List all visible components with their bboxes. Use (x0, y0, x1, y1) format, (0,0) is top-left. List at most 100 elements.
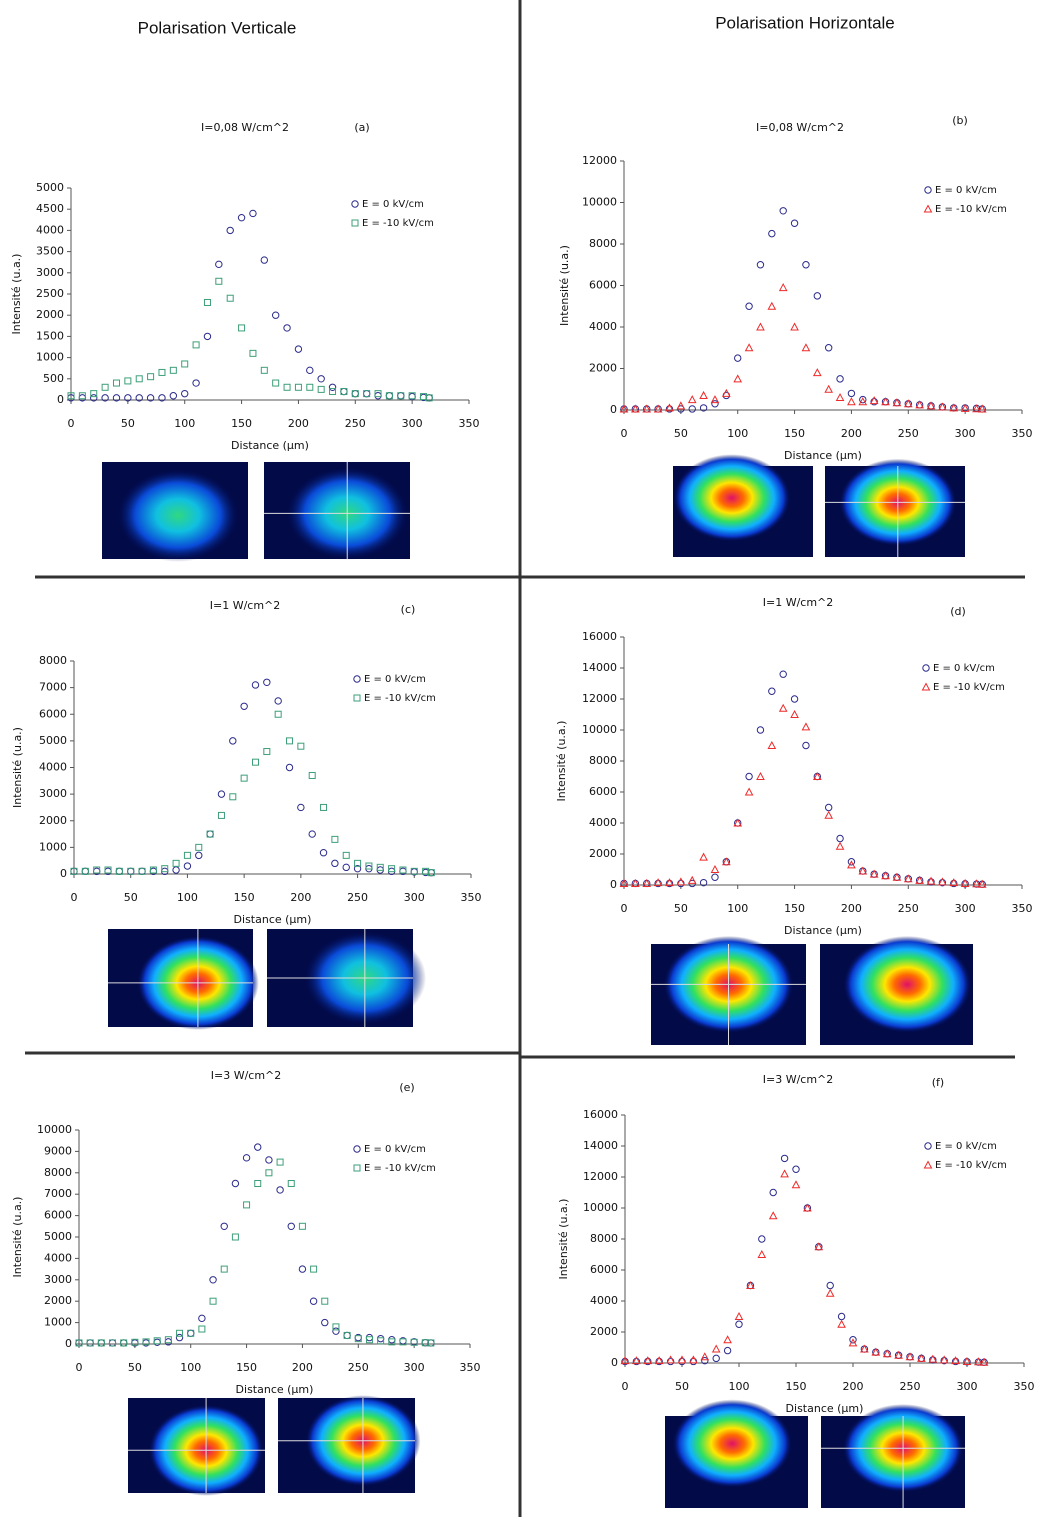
y-tick-label: 8000 (589, 754, 617, 767)
data-point (700, 1352, 710, 1361)
y-tick-label: 16000 (582, 630, 617, 643)
chart-title: I=0,08 W/cm^2 (201, 121, 289, 134)
data-point (802, 261, 810, 269)
data-point (237, 213, 246, 222)
data-point (814, 1242, 824, 1251)
y-tick-label: 4000 (590, 1294, 618, 1307)
data-point (321, 1318, 329, 1327)
data-point (135, 394, 143, 402)
data-point (733, 374, 743, 383)
data-point (354, 1335, 362, 1343)
x-tick-label: 50 (674, 427, 688, 440)
data-point (926, 401, 936, 410)
data-point (790, 219, 799, 227)
data-point (734, 354, 742, 362)
data-point (654, 879, 662, 888)
data-point (813, 292, 822, 300)
x-tick-label: 150 (234, 891, 255, 904)
x-tick-label: 200 (841, 427, 862, 440)
data-point (977, 404, 987, 413)
data-point (699, 852, 708, 861)
data-point (949, 403, 959, 412)
data-point (220, 1222, 228, 1231)
data-point (665, 879, 674, 888)
data-point (723, 1335, 732, 1344)
data-point (858, 397, 868, 406)
data-point (209, 1276, 217, 1284)
data-point (767, 301, 777, 310)
data-point (283, 324, 291, 332)
x-axis-label: Distance (μm) (231, 439, 309, 452)
data-point (183, 851, 191, 859)
data-point (283, 383, 291, 391)
data-point (287, 1180, 295, 1187)
data-point (756, 771, 765, 780)
data-point (242, 1154, 251, 1162)
data-point (767, 740, 777, 749)
data-point (835, 841, 845, 850)
data-point (859, 395, 867, 404)
y-tick-label: 1500 (36, 329, 64, 342)
x-tick-label: 50 (124, 891, 138, 904)
panel-label: (e) (399, 1081, 414, 1094)
x-axis-label: Distance (μm) (234, 913, 312, 926)
data-point (97, 1339, 106, 1347)
data-point (175, 1333, 184, 1342)
data-point (699, 404, 708, 412)
y-tick-label: 10000 (37, 1123, 72, 1136)
data-point (363, 390, 371, 398)
data-point (979, 1357, 989, 1366)
data-point (847, 860, 856, 869)
data-point (169, 366, 177, 374)
data-point (940, 1356, 948, 1365)
data-point (928, 1354, 938, 1363)
panel-label: (c) (401, 603, 416, 616)
data-point (744, 343, 754, 352)
data-point (950, 879, 958, 888)
beam-spot (673, 454, 791, 542)
data-point (689, 1355, 698, 1364)
data-point (825, 1288, 835, 1297)
chart-title: I=0,08 W/cm^2 (756, 121, 844, 134)
data-point (621, 1357, 629, 1366)
data-point (665, 403, 674, 412)
data-point (711, 1344, 721, 1353)
y-tick-label: 3000 (44, 1273, 72, 1286)
data-point (135, 375, 143, 383)
y-tick-label: 6000 (44, 1209, 72, 1222)
data-point (711, 400, 719, 408)
data-point (120, 1339, 128, 1347)
data-point (298, 1222, 306, 1230)
data-point (960, 878, 970, 887)
y-axis-label: Intensité (u.a.) (557, 1199, 570, 1280)
x-tick-label: 350 (1014, 1380, 1035, 1393)
data-point (917, 1353, 926, 1362)
data-point (903, 874, 913, 883)
data-point (217, 811, 225, 819)
legend-label: E = -10 kV/cm (364, 1163, 436, 1174)
data-point (181, 389, 189, 398)
data-point (665, 878, 674, 887)
data-point (915, 875, 924, 884)
data-point (619, 878, 629, 887)
y-tick-label: 1000 (36, 351, 64, 364)
data-point (756, 726, 765, 734)
y-tick-label: 0 (610, 403, 617, 416)
data-point (249, 209, 257, 218)
data-point (642, 878, 652, 887)
legend-marker (923, 204, 933, 213)
data-point (161, 865, 169, 873)
chart-title: I=1 W/cm^2 (763, 596, 834, 609)
data-point (297, 803, 305, 812)
data-point (837, 1319, 846, 1328)
data-point (758, 1235, 766, 1243)
data-point (276, 1186, 284, 1194)
data-point (331, 835, 339, 843)
panel-label: (a) (354, 121, 369, 134)
data-point (620, 1356, 630, 1365)
data-point (86, 1339, 94, 1347)
y-tick-label: 12000 (582, 154, 617, 167)
data-point (131, 1338, 139, 1346)
data-point (929, 1356, 937, 1364)
